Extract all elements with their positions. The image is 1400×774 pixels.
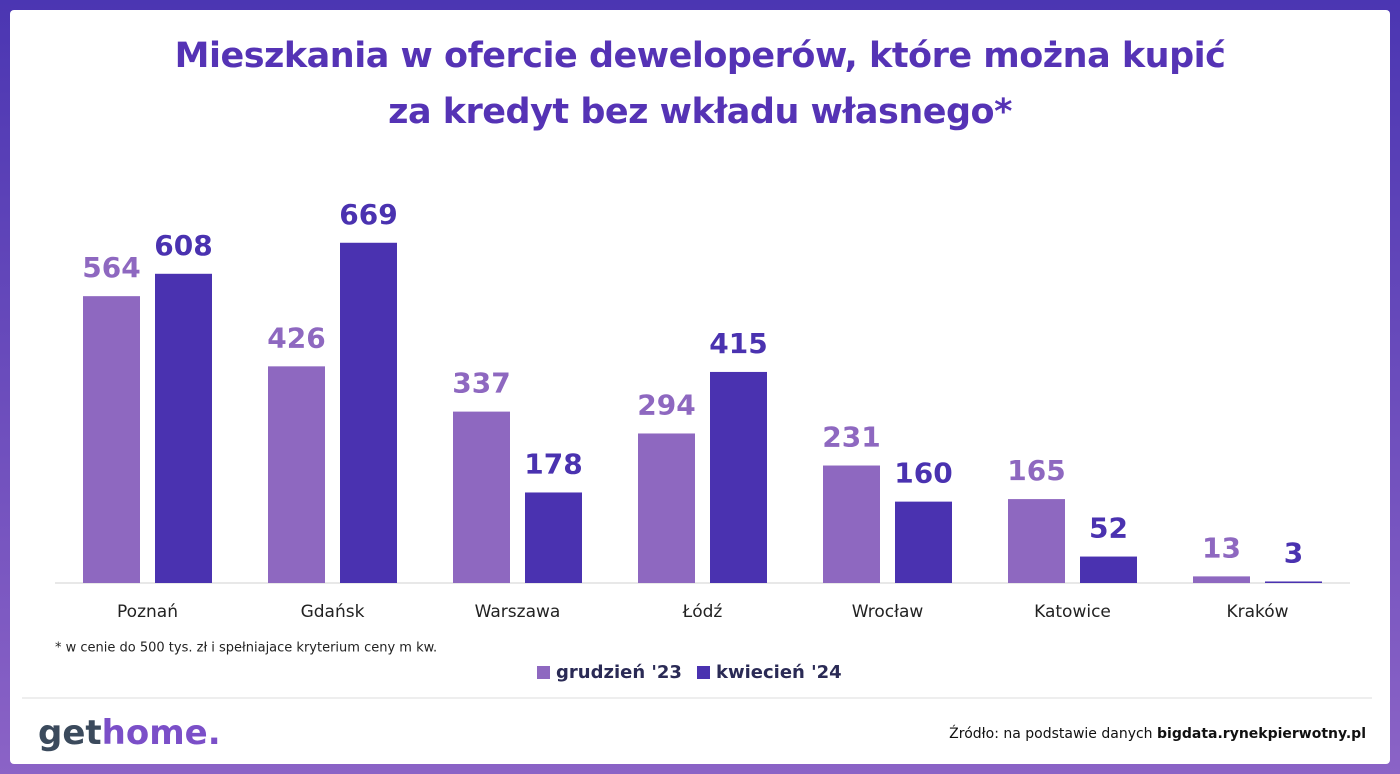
bar — [155, 273, 212, 583]
value-label: 415 — [709, 327, 767, 360]
value-label: 564 — [82, 251, 140, 284]
bar — [83, 296, 140, 583]
x-tick-label: Warszawa — [475, 602, 561, 622]
value-label: 669 — [339, 198, 397, 231]
x-tick-label: Łódź — [682, 602, 723, 622]
value-label: 337 — [452, 367, 510, 400]
value-label: 52 — [1089, 512, 1128, 545]
value-label: 178 — [524, 447, 582, 480]
bar — [525, 492, 582, 583]
legend-label: kwiecień '24 — [716, 662, 842, 683]
value-label: 231 — [822, 421, 880, 454]
logo-part: get — [38, 713, 102, 753]
value-label: 3 — [1284, 536, 1303, 569]
footnote: * w cenie do 500 tys. zł i spełniajace k… — [55, 641, 437, 656]
bar — [1193, 576, 1250, 583]
bar — [268, 366, 325, 583]
x-tick-label: Wrocław — [852, 602, 924, 622]
value-label: 294 — [637, 388, 695, 421]
chart-title: Mieszkania w ofercie deweloperów, które … — [174, 36, 1226, 132]
logo: gethome. — [38, 713, 221, 753]
bar — [1265, 581, 1322, 583]
legend-swatch — [537, 666, 550, 679]
x-tick-label: Gdańsk — [301, 602, 365, 622]
bar — [710, 371, 767, 583]
bar — [1080, 556, 1137, 583]
bar — [453, 411, 510, 583]
bar — [823, 465, 880, 583]
legend-label: grudzień '23 — [556, 662, 682, 683]
source: Źródło: na podstawie danych bigdata.ryne… — [949, 724, 1366, 742]
bar — [1008, 499, 1065, 583]
source-prefix: Źródło: na podstawie danych — [949, 724, 1152, 742]
value-label: 160 — [894, 457, 952, 490]
x-tick-label: Poznań — [117, 602, 178, 622]
value-label: 608 — [154, 229, 212, 262]
bar — [895, 501, 952, 583]
logo-part: home. — [102, 713, 221, 753]
value-label: 165 — [1007, 454, 1065, 487]
bar — [340, 242, 397, 583]
value-label: 13 — [1202, 531, 1241, 564]
value-label: 426 — [267, 321, 325, 354]
source-link: bigdata.rynekpierwotny.pl — [1157, 726, 1366, 742]
bar — [638, 433, 695, 583]
x-tick-label: Kraków — [1226, 602, 1288, 622]
x-tick-label: Katowice — [1034, 602, 1111, 622]
legend-swatch — [697, 666, 710, 679]
